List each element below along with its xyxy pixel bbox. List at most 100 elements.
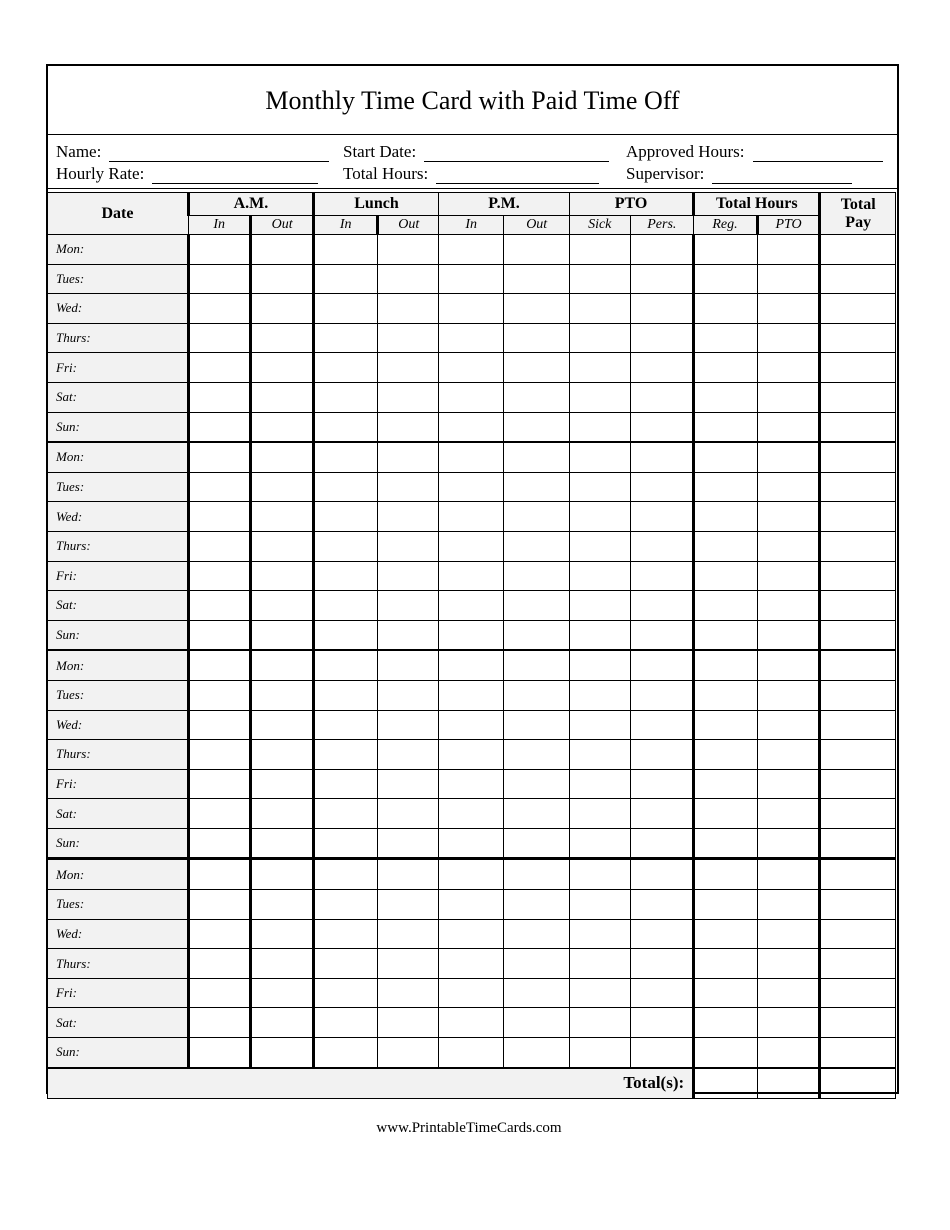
entry-cell[interactable] xyxy=(377,590,440,621)
entry-cell[interactable] xyxy=(756,857,821,891)
entry-cell[interactable] xyxy=(568,768,631,800)
entry-cell[interactable] xyxy=(629,263,695,295)
entry-cell[interactable] xyxy=(818,1037,896,1069)
entry-cell[interactable] xyxy=(818,501,896,532)
entry-cell[interactable] xyxy=(311,649,379,681)
entry-cell[interactable] xyxy=(568,977,631,1009)
entry-cell[interactable] xyxy=(692,471,758,503)
entry-cell[interactable] xyxy=(692,948,758,979)
entry-cell[interactable] xyxy=(692,381,758,413)
entry-cell[interactable] xyxy=(186,768,252,800)
entry-cell[interactable] xyxy=(692,293,758,324)
entry-cell[interactable] xyxy=(692,918,758,950)
entry-cell[interactable] xyxy=(311,381,379,413)
entry-cell[interactable] xyxy=(377,649,440,681)
entry-cell[interactable] xyxy=(756,1037,821,1069)
entry-cell[interactable] xyxy=(629,560,695,592)
entry-cell[interactable] xyxy=(629,501,695,532)
entry-cell[interactable] xyxy=(311,263,379,295)
entry-cell[interactable] xyxy=(818,263,896,295)
entry-cell[interactable] xyxy=(568,381,631,413)
entry-cell[interactable] xyxy=(629,352,695,383)
entry-cell[interactable] xyxy=(377,679,440,711)
entry-cell[interactable] xyxy=(756,977,821,1009)
entry-cell[interactable] xyxy=(629,293,695,324)
entry-cell[interactable] xyxy=(503,352,570,383)
total-hours-line[interactable] xyxy=(436,167,600,184)
entry-cell[interactable] xyxy=(438,709,505,741)
entry-cell[interactable] xyxy=(186,948,252,979)
entry-cell[interactable] xyxy=(692,590,758,621)
entry-cell[interactable] xyxy=(503,889,570,920)
entry-cell[interactable] xyxy=(186,352,252,383)
entry-cell[interactable] xyxy=(568,1007,631,1039)
entry-cell[interactable] xyxy=(249,381,314,413)
entry-cell[interactable] xyxy=(249,441,314,473)
entry-cell[interactable] xyxy=(629,679,695,711)
entry-cell[interactable] xyxy=(503,1037,570,1069)
entry-cell[interactable] xyxy=(568,889,631,920)
entry-cell[interactable] xyxy=(568,471,631,503)
entry-cell[interactable] xyxy=(629,948,695,979)
entry-cell[interactable] xyxy=(568,560,631,592)
entry-cell[interactable] xyxy=(249,768,314,800)
entry-cell[interactable] xyxy=(377,501,440,532)
entry-cell[interactable] xyxy=(818,679,896,711)
entry-cell[interactable] xyxy=(438,798,505,829)
entry-cell[interactable] xyxy=(249,293,314,324)
entry-cell[interactable] xyxy=(818,471,896,503)
entry-cell[interactable] xyxy=(377,471,440,503)
entry-cell[interactable] xyxy=(818,889,896,920)
entry-cell[interactable] xyxy=(311,857,379,891)
entry-cell[interactable] xyxy=(311,234,379,265)
entry-cell[interactable] xyxy=(692,560,758,592)
entry-cell[interactable] xyxy=(438,857,505,891)
entry-cell[interactable] xyxy=(311,768,379,800)
entry-cell[interactable] xyxy=(186,293,252,324)
entry-cell[interactable] xyxy=(503,322,570,354)
entry-cell[interactable] xyxy=(756,530,821,562)
entry-cell[interactable] xyxy=(503,948,570,979)
entry-cell[interactable] xyxy=(249,471,314,503)
entry-cell[interactable] xyxy=(756,501,821,532)
entry-cell[interactable] xyxy=(311,889,379,920)
entry-cell[interactable] xyxy=(503,293,570,324)
entry-cell[interactable] xyxy=(818,768,896,800)
entry-cell[interactable] xyxy=(377,619,440,651)
entry-cell[interactable] xyxy=(311,1037,379,1069)
entry-cell[interactable] xyxy=(377,352,440,383)
entry-cell[interactable] xyxy=(692,263,758,295)
entry-cell[interactable] xyxy=(186,234,252,265)
entry-cell[interactable] xyxy=(629,739,695,770)
entry-cell[interactable] xyxy=(692,739,758,770)
entry-cell[interactable] xyxy=(818,649,896,681)
entry-cell[interactable] xyxy=(186,322,252,354)
hourly-rate-line[interactable] xyxy=(152,167,319,184)
entry-cell[interactable] xyxy=(629,590,695,621)
entry-cell[interactable] xyxy=(756,1007,821,1039)
entry-cell[interactable] xyxy=(377,857,440,891)
entry-cell[interactable] xyxy=(503,977,570,1009)
entry-cell[interactable] xyxy=(311,530,379,562)
entry-cell[interactable] xyxy=(756,619,821,651)
approved-hours-line[interactable] xyxy=(752,145,883,162)
entry-cell[interactable] xyxy=(249,530,314,562)
entry-cell[interactable] xyxy=(186,501,252,532)
entry-cell[interactable] xyxy=(503,381,570,413)
entry-cell[interactable] xyxy=(438,679,505,711)
entry-cell[interactable] xyxy=(692,1037,758,1069)
entry-cell[interactable] xyxy=(311,739,379,770)
entry-cell[interactable] xyxy=(818,293,896,324)
entry-cell[interactable] xyxy=(818,619,896,651)
entry-cell[interactable] xyxy=(186,679,252,711)
entry-cell[interactable] xyxy=(756,649,821,681)
entry-cell[interactable] xyxy=(311,619,379,651)
entry-cell[interactable] xyxy=(756,739,821,770)
entry-cell[interactable] xyxy=(818,977,896,1009)
entry-cell[interactable] xyxy=(249,619,314,651)
entry-cell[interactable] xyxy=(438,739,505,770)
entry-cell[interactable] xyxy=(692,768,758,800)
entry-cell[interactable] xyxy=(186,560,252,592)
entry-cell[interactable] xyxy=(186,1037,252,1069)
entry-cell[interactable] xyxy=(311,352,379,383)
